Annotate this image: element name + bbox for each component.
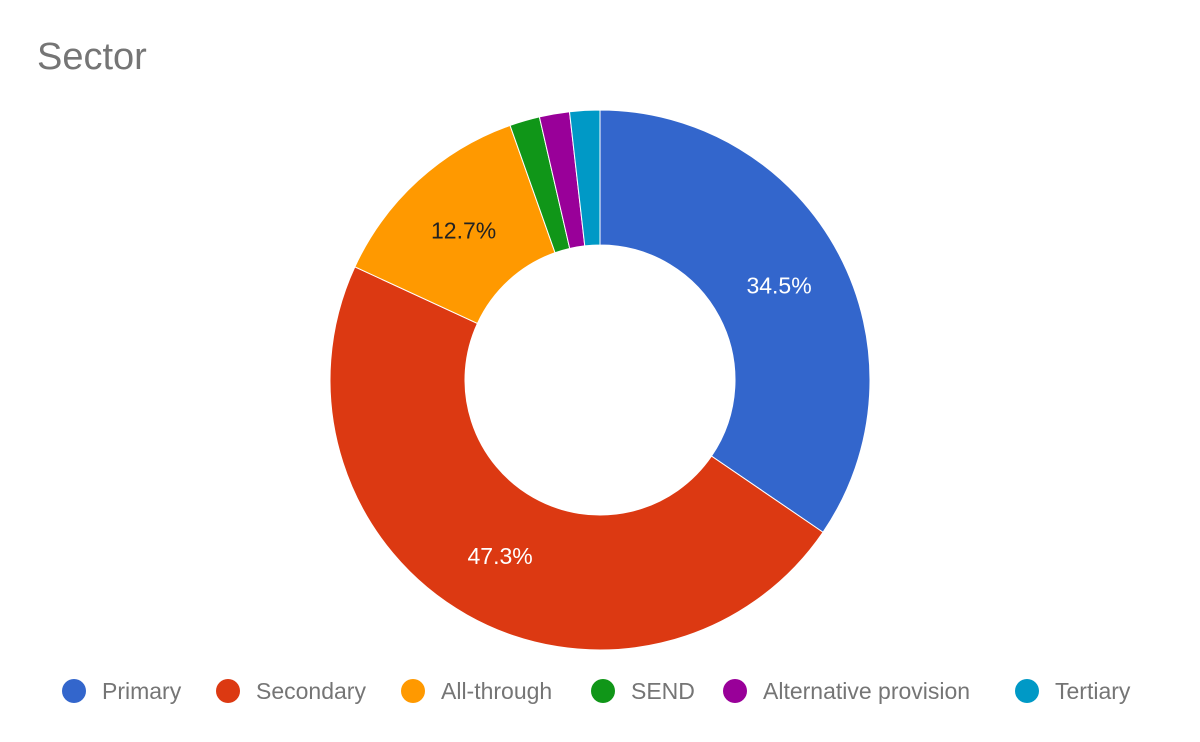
- legend-item-alternative-provision: Alternative provision: [723, 673, 970, 709]
- data-label-secondary: 47.3%: [468, 543, 533, 569]
- data-label-primary: 34.5%: [746, 272, 811, 298]
- legend-item-primary: Primary: [62, 673, 181, 709]
- legend-label-tertiary: Tertiary: [1055, 677, 1131, 704]
- legend-label-alternative-provision: Alternative provision: [763, 677, 971, 704]
- slice-secondary: [329, 266, 824, 651]
- legend-item-send: SEND: [591, 673, 695, 709]
- legend-marker-alternative-provision: [723, 679, 747, 703]
- slice-primary: [599, 109, 871, 533]
- legend-marker-primary: [62, 679, 86, 703]
- legend-label-send: SEND: [631, 677, 695, 704]
- legend-label-all-through: All-through: [441, 677, 553, 704]
- slice-tertiary: [568, 109, 601, 247]
- legend-item-secondary: Secondary: [216, 673, 366, 709]
- legend-label-primary: Primary: [102, 677, 182, 704]
- legend-marker-all-through: [401, 679, 425, 703]
- legend-marker-secondary: [216, 679, 240, 703]
- legend-label-secondary: Secondary: [256, 677, 366, 704]
- legend-item-tertiary: Tertiary: [1015, 673, 1130, 709]
- legend-item-all-through: All-through: [401, 673, 552, 709]
- chart-title: Sector: [37, 36, 147, 78]
- legend-marker-send: [591, 679, 615, 703]
- data-label-all-through: 12.7%: [431, 217, 496, 243]
- legend-marker-tertiary: [1015, 679, 1039, 703]
